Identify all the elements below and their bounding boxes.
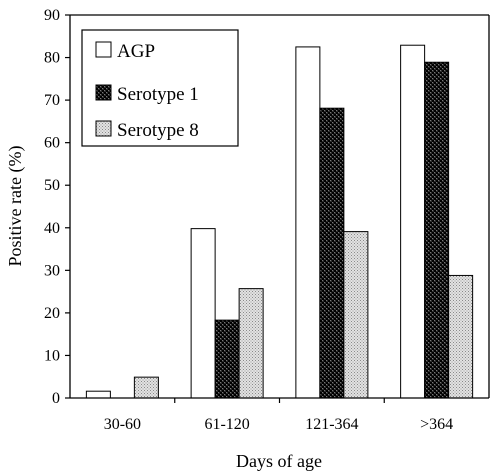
y-tick-label: 70 [44, 92, 60, 109]
x-tick-label: 121-364 [305, 416, 358, 433]
x-axis-title: Days of age [236, 451, 322, 471]
bar-serotype-1 [424, 61, 450, 399]
legend-swatch-serotype-8 [95, 120, 112, 137]
legend: AGP Serotype 1 Serotype 8 [81, 29, 239, 147]
bar-serotype-8 [238, 288, 264, 399]
x-tick-label: 61-120 [204, 416, 249, 433]
bar-serotype-8 [343, 231, 369, 399]
bar-serotype-8 [133, 376, 159, 399]
y-tick-label: 40 [44, 220, 60, 237]
legend-label-serotype-1: Serotype 1 [117, 84, 199, 105]
bar-serotype-1 [319, 107, 345, 399]
y-tick-label: 90 [44, 7, 60, 24]
bar-agp [85, 390, 111, 399]
y-tick-label: 0 [52, 390, 60, 407]
bar-agp [295, 46, 321, 399]
legend-label-serotype-8: Serotype 8 [117, 120, 199, 141]
bar-serotype-8 [448, 274, 474, 399]
legend-label-agp: AGP [117, 41, 155, 62]
y-tick-label: 20 [44, 305, 60, 322]
y-tick-label: 30 [44, 262, 60, 279]
bar-serotype-1 [214, 319, 240, 399]
x-axis-ticks: 30-60 61-120 121-364 >364 [104, 398, 453, 433]
x-tick-label: >364 [420, 416, 453, 433]
bars [85, 44, 474, 399]
y-axis-ticks: 0 10 20 30 40 50 60 70 80 90 [44, 7, 70, 407]
y-tick-label: 60 [44, 135, 60, 152]
y-tick-label: 80 [44, 50, 60, 67]
bar-agp [190, 228, 216, 399]
y-tick-label: 50 [44, 177, 60, 194]
legend-swatch-serotype-1 [95, 84, 112, 101]
legend-swatch-agp [95, 41, 112, 58]
y-tick-label: 10 [44, 347, 60, 364]
bar-agp [400, 44, 426, 399]
x-tick-label: 30-60 [104, 416, 141, 433]
y-axis-title: Positive rate (%) [5, 146, 26, 267]
